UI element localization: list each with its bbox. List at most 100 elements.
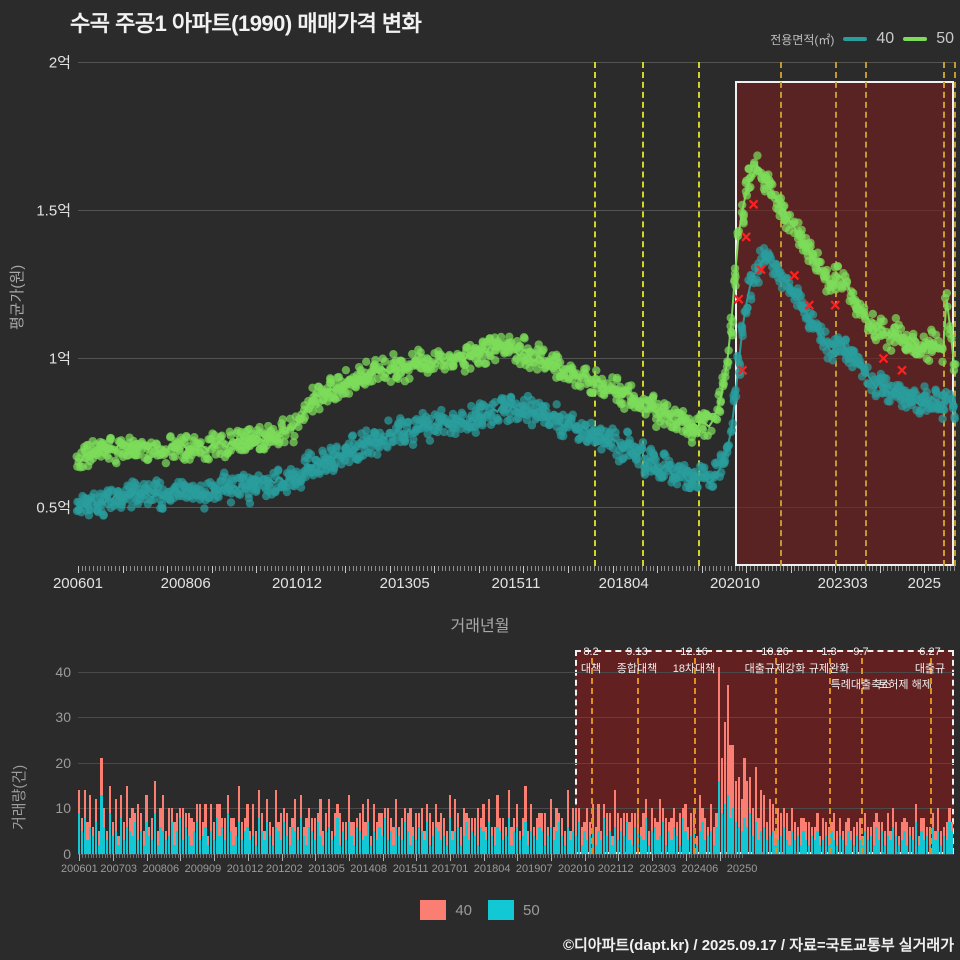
volume-bar-segment-50: [788, 844, 791, 854]
price-x-tick: 200601: [52, 575, 104, 592]
volume-bar-segment-40: [80, 817, 83, 832]
volume-bar: [808, 822, 811, 854]
volume-bar-segment-40: [799, 817, 802, 845]
volume-bar-segment-40: [344, 822, 347, 841]
volume-bar: [678, 812, 682, 854]
volume-bar-segment-50: [274, 826, 277, 854]
volume-bar: [650, 808, 653, 854]
volume-bar: [676, 822, 679, 854]
volume-bar-segment-40: [639, 826, 642, 836]
volume-bar-segment-40: [108, 785, 112, 813]
volume-event-label: 대출규: [914, 663, 946, 675]
volume-bar-segment-40: [355, 817, 359, 827]
volume-bar-segment-40: [336, 803, 339, 818]
volume-bar: [746, 781, 749, 854]
volume-bar: [917, 835, 920, 854]
volume-bar-segment-40: [586, 808, 589, 841]
volume-bar: [440, 812, 443, 854]
volume-bar-segment-40: [218, 803, 221, 836]
volume-bar: [395, 799, 398, 854]
volume-bar-segment-50: [134, 822, 137, 854]
volume-bar-segment-40: [221, 817, 224, 827]
volume-bar: [628, 822, 631, 854]
volume-bar-segment-40: [153, 781, 156, 813]
volume-bar: [833, 812, 836, 854]
volume-bar-segment-50: [838, 835, 842, 854]
volume-bar-segment-50: [229, 831, 232, 854]
price-event-line: [942, 62, 945, 566]
volume-bar-segment-50: [836, 844, 839, 854]
volume-bar-segment-40: [226, 794, 229, 813]
volume-bar: [869, 826, 872, 854]
price-x-tick: 200806: [160, 575, 211, 592]
volume-bar-segment-40: [358, 812, 361, 832]
volume-bar-segment-50: [243, 831, 246, 854]
volume-event-label: 대출규제강화: [744, 663, 806, 675]
volume-x-tick: 201408: [350, 863, 387, 875]
volume-bar: [302, 826, 305, 854]
volume-bar-segment-40: [687, 826, 690, 841]
volume-bar-segment-50: [920, 831, 923, 854]
volume-bar-segment-40: [788, 831, 791, 845]
volume-bar: [864, 812, 867, 854]
volume-bar-segment-50: [763, 826, 766, 854]
volume-bar-segment-40: [78, 790, 81, 813]
volume-bar-segment-40: [580, 826, 583, 845]
volume-bar-segment-40: [650, 808, 653, 832]
volume-bar-segment-50: [816, 831, 819, 854]
price-chart-plot: 2억 1.5억 1억 0.5억 200601 200806 201012 201305 2015…: [36, 55, 960, 592]
volume-bar-segment-50: [850, 840, 853, 854]
volume-bar-segment-40: [159, 808, 162, 827]
volume-bar-segment-50: [681, 817, 684, 854]
volume-bar: [850, 831, 853, 854]
volume-bar-segment-40: [948, 808, 951, 823]
volume-bar-segment-50: [872, 844, 875, 854]
volume-bar-segment-40: [434, 803, 437, 827]
volume-bar: [97, 831, 100, 854]
volume-bar-segment-40: [802, 817, 805, 832]
volume-bar-segment-50: [308, 826, 311, 854]
price-series-50: [72, 151, 960, 472]
volume-bar: [308, 808, 311, 854]
volume-bar: [925, 826, 929, 854]
volume-bar: [468, 817, 471, 854]
volume-bar-segment-40: [600, 831, 603, 841]
volume-bar-segment-50: [740, 831, 743, 854]
volume-bar-segment-40: [695, 835, 698, 845]
volume-bar-segment-50: [406, 831, 409, 854]
volume-bar-segment-50: [350, 835, 353, 854]
volume-bar-segment-50: [316, 822, 319, 854]
volume-bar-segment-40: [822, 817, 825, 841]
volume-bar-segment-50: [437, 831, 440, 854]
volume-bar-segment-50: [524, 822, 527, 854]
volume-bar-segment-50: [291, 826, 294, 854]
volume-bar-segment-50: [226, 812, 229, 854]
volume-bar-segment-40: [549, 799, 552, 827]
volume-bar: [322, 831, 325, 854]
volume-bar: [549, 799, 552, 854]
volume-bar-segment-50: [490, 835, 493, 854]
volume-bar-segment-50: [563, 844, 566, 854]
volume-bar-segment-40: [656, 822, 659, 841]
volume-bar-segment-40: [111, 822, 114, 836]
volume-bar-segment-40: [240, 822, 244, 841]
volume-bar-segment-50: [443, 835, 446, 854]
volume-bar: [841, 831, 844, 854]
volume-bar-segment-50: [760, 831, 763, 854]
volume-bar: [181, 808, 185, 854]
volume-x-tick: 202406: [681, 863, 719, 875]
volume-bar: [479, 817, 482, 854]
volume-bar: [128, 817, 131, 854]
volume-bar-segment-40: [532, 826, 536, 836]
volume-bar-segment-50: [549, 826, 552, 854]
volume-bar-segment-40: [249, 831, 252, 841]
volume-bar-segment-50: [128, 831, 131, 854]
volume-bar-segment-50: [440, 840, 443, 854]
volume-bar-segment-50: [120, 817, 123, 854]
volume-bar-segment-40: [252, 803, 255, 836]
volume-bar-segment-40: [122, 822, 126, 841]
volume-bar-segment-50: [305, 844, 308, 854]
price-x-tick: 202010: [709, 575, 761, 592]
volume-bar: [454, 799, 457, 854]
volume-bar: [763, 794, 766, 854]
